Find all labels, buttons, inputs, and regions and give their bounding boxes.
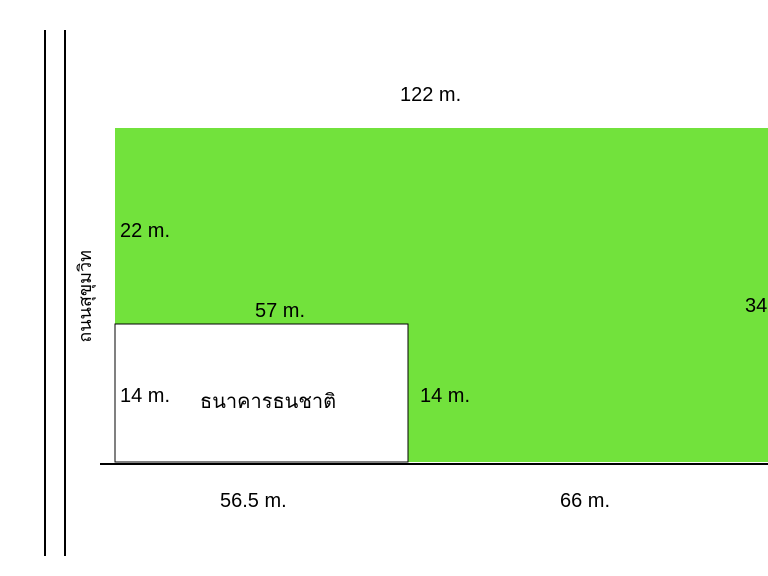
dim-top-width: 122 m.	[400, 84, 461, 107]
dim-cutout-left: 14 m.	[120, 385, 170, 408]
dim-bottom-left: 56.5 m.	[220, 490, 287, 513]
road-label: ถนนสุขุมวิท	[70, 250, 99, 343]
dim-left-upper: 22 m.	[120, 220, 170, 243]
dim-cutout-right: 14 m.	[420, 385, 470, 408]
dim-right-side: 34	[745, 295, 767, 318]
building-label: ธนาคารธนชาติ	[200, 385, 336, 417]
dim-bottom-right: 66 m.	[560, 490, 610, 513]
dim-cutout-top: 57 m.	[255, 300, 305, 323]
land-plot-diagram	[0, 0, 768, 576]
